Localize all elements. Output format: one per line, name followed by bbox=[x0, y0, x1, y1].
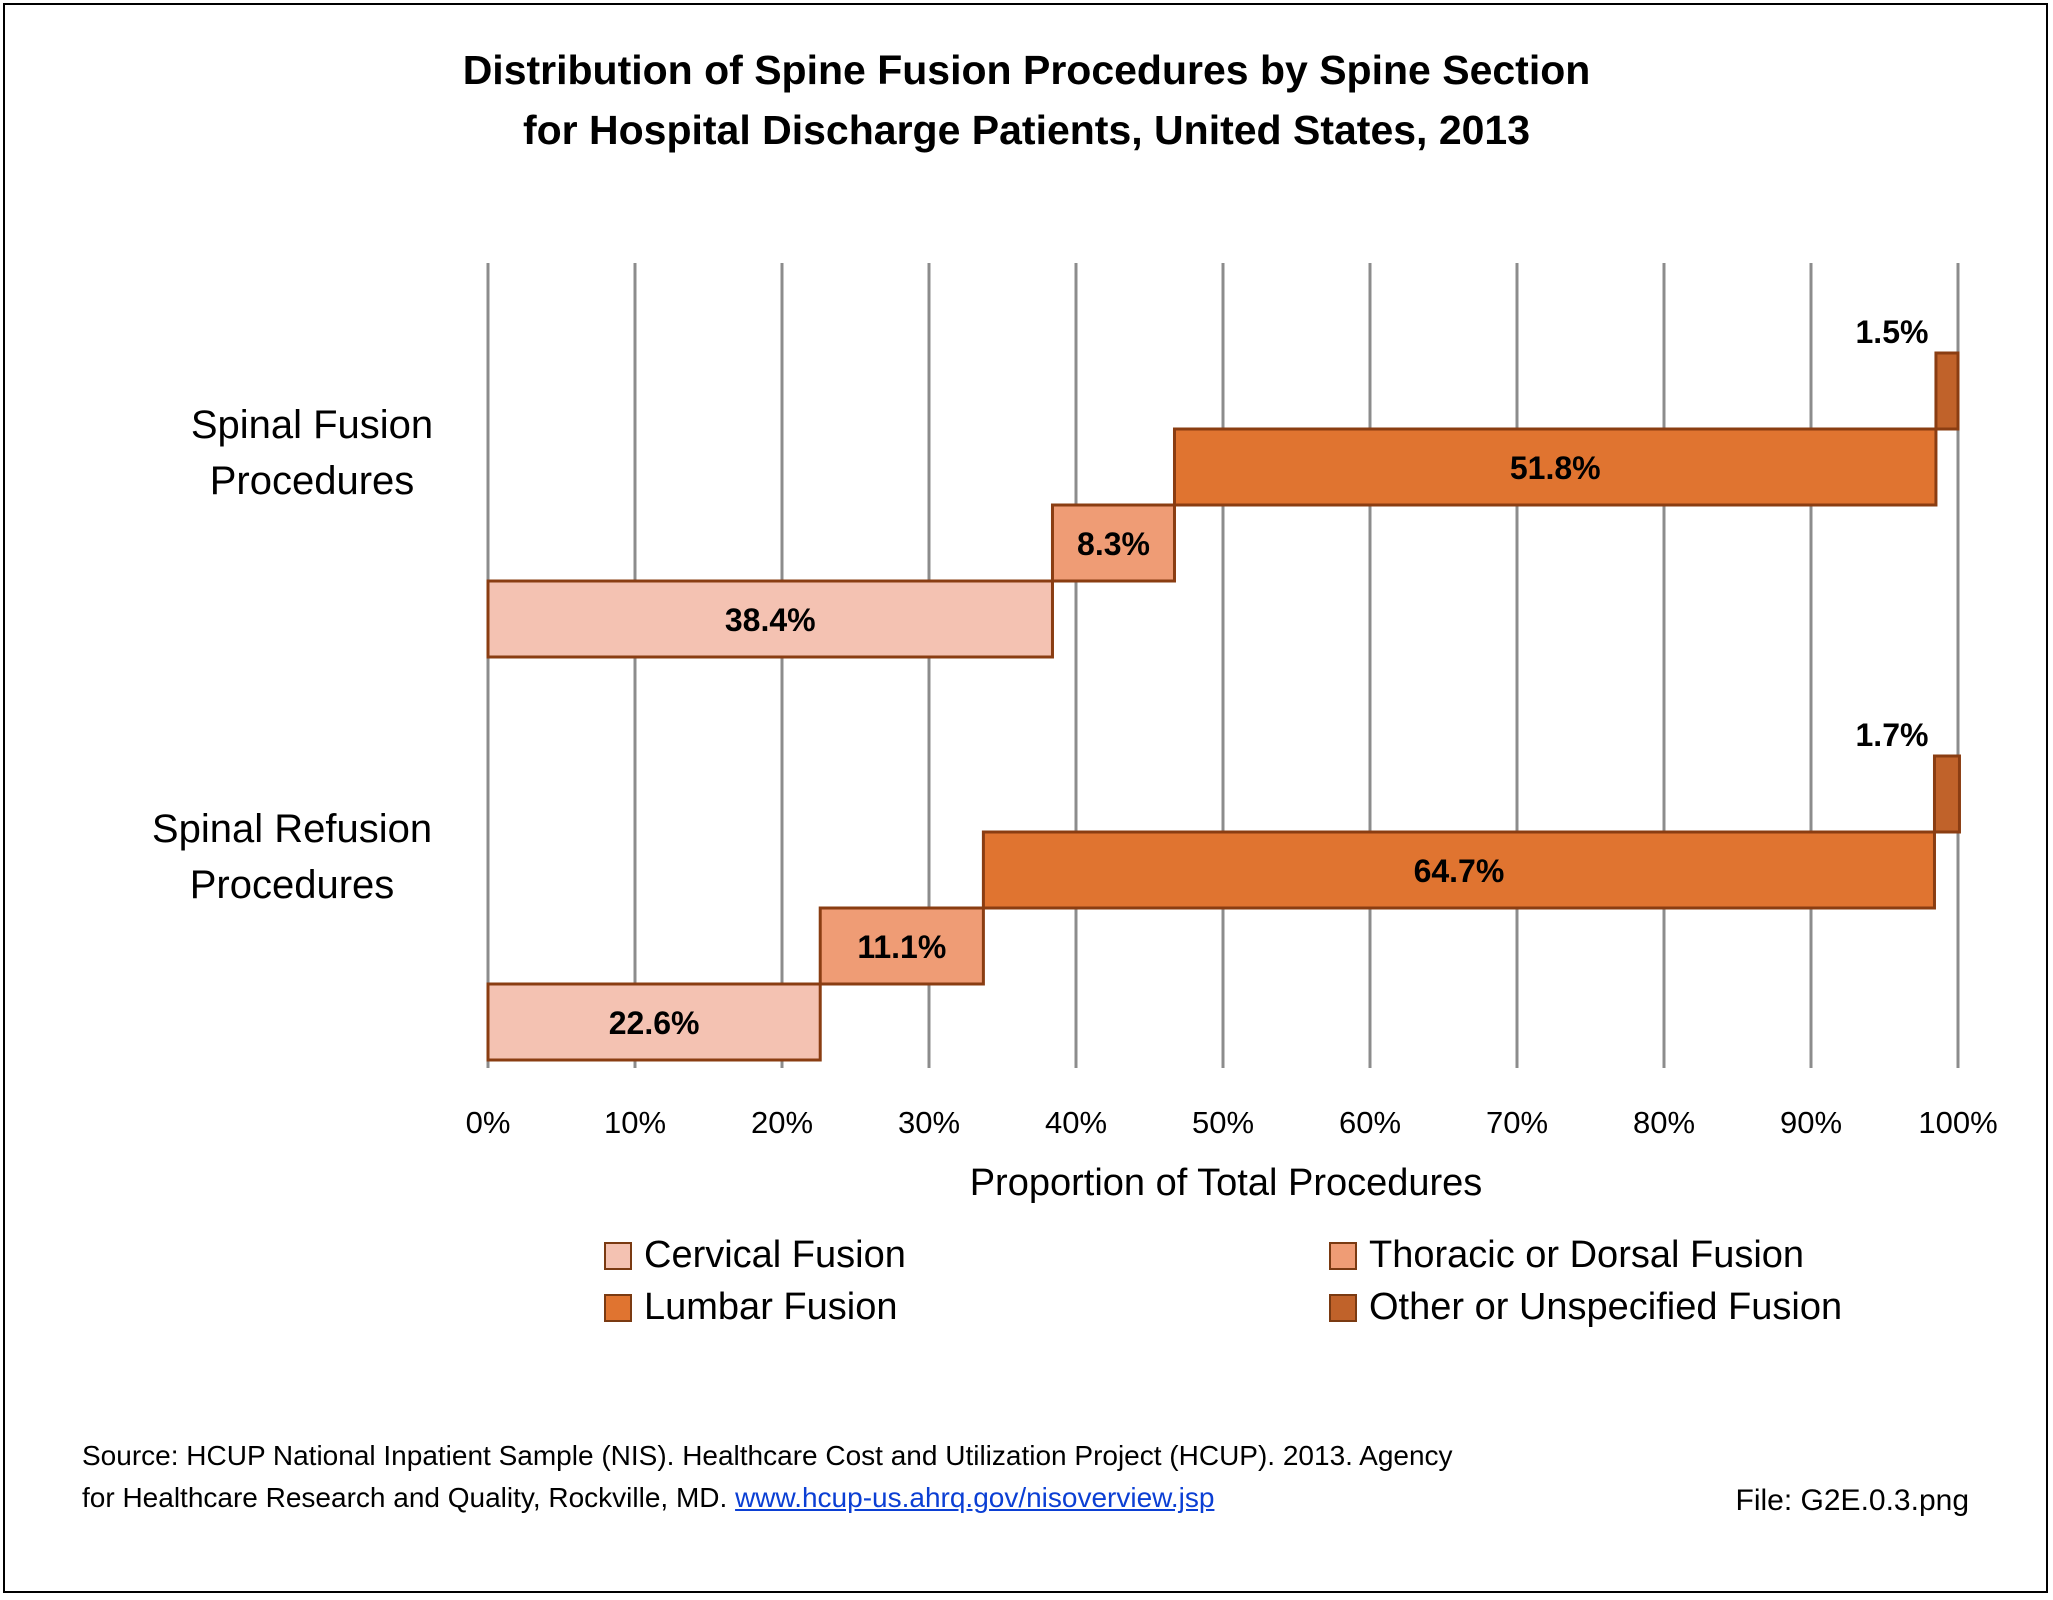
bar-segment bbox=[486, 982, 822, 1062]
data-label: 1.7% bbox=[1856, 717, 1929, 753]
bar-segment bbox=[486, 579, 1054, 659]
x-tick-label: 100% bbox=[1918, 1105, 1997, 1140]
legend-item-lumbar: Lumbar Fusion bbox=[604, 1286, 897, 1329]
source-line2: for Healthcare Research and Quality, Roc… bbox=[82, 1477, 1453, 1519]
source-note: Source: HCUP National Inpatient Sample (… bbox=[82, 1435, 1453, 1519]
legend-item-thoracic: Thoracic or Dorsal Fusion bbox=[1329, 1234, 1804, 1277]
legend-swatch-other bbox=[1329, 1293, 1357, 1322]
data-label: 22.6% bbox=[609, 1005, 700, 1041]
category-label: Spinal Fusion bbox=[191, 403, 433, 447]
bar-segment bbox=[1932, 754, 1961, 834]
x-tick-label: 80% bbox=[1633, 1105, 1695, 1140]
legend-swatch-cervical bbox=[604, 1241, 632, 1270]
x-tick-label: 30% bbox=[898, 1105, 960, 1140]
file-label: File: G2E.0.3.png bbox=[1735, 1484, 1969, 1517]
legend-label-cervical: Cervical Fusion bbox=[644, 1234, 906, 1276]
chart-title-line1: Distribution of Spine Fusion Procedures … bbox=[462, 47, 1591, 93]
source-link[interactable]: www.hcup-us.ahrq.gov/nisoverview.jsp bbox=[735, 1482, 1215, 1513]
x-axis-label: Proportion of Total Procedures bbox=[970, 1162, 1483, 1204]
source-line2-prefix: for Healthcare Research and Quality, Roc… bbox=[82, 1482, 736, 1513]
data-label: 8.3% bbox=[1077, 526, 1150, 562]
x-tick-label: 0% bbox=[466, 1105, 511, 1140]
data-label: 51.8% bbox=[1510, 450, 1601, 486]
bar-segment bbox=[1172, 427, 1938, 507]
source-line1: Source: HCUP National Inpatient Sample (… bbox=[82, 1440, 1453, 1471]
x-tick-label: 60% bbox=[1339, 1105, 1401, 1140]
x-tick-label: 40% bbox=[1045, 1105, 1107, 1140]
bar-segment bbox=[1934, 351, 1960, 431]
legend-label-other: Other or Unspecified Fusion bbox=[1369, 1286, 1843, 1328]
legend-item-cervical: Cervical Fusion bbox=[604, 1234, 906, 1277]
data-label: 38.4% bbox=[725, 602, 816, 638]
bar-segment bbox=[981, 830, 1936, 910]
chart-frame bbox=[3, 3, 2048, 1593]
legend-item-other: Other or Unspecified Fusion bbox=[1329, 1286, 1842, 1329]
category-label: Spinal Refusion bbox=[152, 807, 432, 851]
bar-segment bbox=[1050, 503, 1176, 583]
category-label: Procedures bbox=[190, 863, 395, 907]
category-label: Procedures bbox=[210, 459, 415, 503]
x-tick-label: 50% bbox=[1192, 1105, 1254, 1140]
x-tick-label: 90% bbox=[1780, 1105, 1842, 1140]
x-tick-label: 10% bbox=[604, 1105, 666, 1140]
bar-segment bbox=[818, 906, 985, 986]
data-label: 64.7% bbox=[1414, 853, 1505, 889]
legend-label-thoracic: Thoracic or Dorsal Fusion bbox=[1369, 1234, 1805, 1276]
x-tick-label: 70% bbox=[1486, 1105, 1548, 1140]
legend-label-lumbar: Lumbar Fusion bbox=[644, 1286, 898, 1328]
chart-title-line2: for Hospital Discharge Patients, United … bbox=[522, 107, 1531, 153]
data-label: 11.1% bbox=[857, 929, 946, 965]
legend-swatch-thoracic bbox=[1329, 1241, 1357, 1270]
data-label: 1.5% bbox=[1856, 314, 1929, 350]
x-tick-label: 20% bbox=[751, 1105, 813, 1140]
legend-swatch-lumbar bbox=[604, 1293, 632, 1322]
